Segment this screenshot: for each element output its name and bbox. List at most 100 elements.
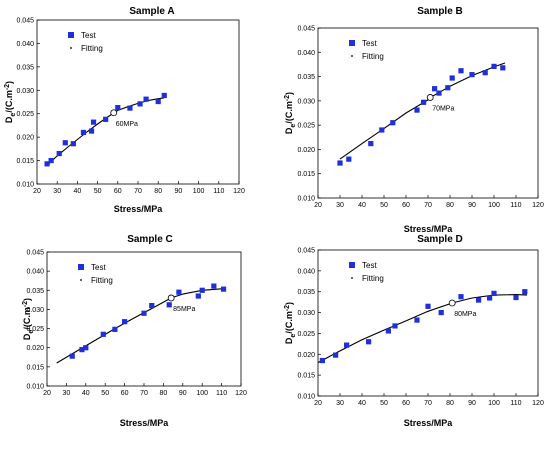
x-tick-label: 120	[532, 202, 544, 209]
x-tick-label: 80	[160, 390, 168, 397]
legend-label-test: Test	[362, 261, 377, 270]
y-tick-label: 0.030	[297, 98, 315, 105]
y-tick-label: 0.020	[297, 147, 315, 154]
test-point	[368, 141, 374, 147]
test-point	[491, 63, 497, 69]
test-point	[141, 310, 147, 316]
test-point	[346, 156, 352, 162]
test-point	[333, 352, 339, 358]
chart-panel-4: Sample D 20 30 40 50 60 70 80 90 100 110 120 0.010 0.…	[284, 234, 544, 428]
y-tick-label: 0.015	[16, 158, 34, 165]
y-tick-label: 0.030	[297, 310, 315, 317]
test-point	[100, 331, 106, 337]
fitting-curve	[317, 294, 528, 364]
y-axis-label: De/(C.m-2)	[22, 298, 35, 340]
x-tick-label: 20	[314, 400, 322, 407]
x-tick-label: 20	[33, 188, 41, 195]
y-tick-label: 0.020	[16, 135, 34, 142]
test-point	[425, 303, 431, 309]
x-tick-label: 90	[468, 400, 476, 407]
y-tick-label: 0.040	[297, 50, 315, 57]
test-point	[195, 293, 201, 299]
y-tick-label: 0.015	[297, 171, 315, 178]
x-tick-label: 20	[314, 202, 322, 209]
test-point	[90, 119, 97, 125]
x-tick-label: 50	[94, 188, 102, 195]
x-tick-label: 110	[510, 400, 521, 407]
fitting-curve	[46, 97, 165, 166]
test-point	[392, 323, 398, 329]
test-point	[337, 160, 343, 166]
chart-title: Sample B	[417, 6, 463, 17]
test-point	[385, 328, 391, 334]
legend-marker-test	[349, 262, 355, 268]
test-point	[379, 127, 385, 133]
x-tick-label: 100	[488, 202, 500, 209]
x-tick-label: 60	[114, 188, 122, 195]
y-tick-label: 0.010	[16, 182, 34, 189]
y-axis-label: De/(C.m-2)	[4, 81, 17, 123]
x-axis-label: Stress/MPa	[120, 418, 170, 428]
x-tick-label: 40	[358, 202, 366, 209]
x-tick-label: 120	[235, 390, 247, 397]
legend-marker-test	[349, 40, 355, 46]
test-point	[112, 326, 118, 332]
test-point	[161, 92, 167, 99]
threshold-marker	[167, 294, 175, 302]
y-tick-label: 0.045	[16, 18, 34, 25]
test-point	[155, 98, 161, 105]
test-point	[432, 86, 438, 92]
x-tick-label: 30	[336, 400, 344, 407]
legend-marker-test	[68, 32, 74, 38]
test-point	[344, 342, 350, 348]
y-tick-label: 0.010	[297, 196, 315, 203]
y-tick-label: 0.015	[297, 373, 315, 380]
y-tick-label: 0.040	[297, 268, 315, 275]
y-tick-label: 0.030	[26, 307, 44, 314]
threshold-label: 80MPa	[454, 311, 476, 318]
x-tick-label: 90	[175, 188, 183, 195]
threshold-marker	[448, 299, 456, 307]
test-point	[414, 107, 420, 113]
x-tick-label: 40	[82, 390, 90, 397]
threshold-label: 60MPa	[116, 121, 138, 128]
x-tick-label: 90	[468, 202, 476, 209]
legend-marker-test	[78, 264, 84, 270]
test-point	[176, 289, 182, 295]
test-point	[366, 339, 372, 345]
test-point	[80, 129, 87, 136]
test-point	[211, 283, 217, 289]
x-tick-label: 80	[154, 188, 162, 195]
legend-label-test: Test	[362, 39, 377, 48]
y-tick-label: 0.015	[26, 364, 44, 371]
test-point	[56, 150, 62, 157]
test-point	[469, 72, 475, 78]
test-point	[491, 290, 497, 296]
x-tick-label: 110	[510, 202, 521, 209]
legend-label-fitting: Fitting	[81, 44, 103, 53]
x-tick-label: 60	[402, 400, 410, 407]
x-tick-label: 90	[179, 390, 187, 397]
y-tick-label: 0.035	[297, 289, 315, 296]
threshold-label: 85MPa	[173, 306, 195, 313]
y-tick-label: 0.035	[16, 64, 34, 71]
test-point	[458, 68, 464, 74]
x-tick-label: 30	[63, 390, 71, 397]
x-tick-label: 100	[193, 188, 205, 195]
x-tick-label: 50	[101, 390, 109, 397]
legend-label-fitting: Fitting	[91, 276, 113, 285]
chart-panel-2: Sample B 20 30 40 50 60 70 80 90 100 110 120 0.010 0.…	[284, 6, 544, 234]
x-tick-label: 50	[380, 202, 388, 209]
test-point	[390, 120, 396, 126]
x-axis-label: Stress/MPa	[114, 204, 164, 214]
test-point	[79, 347, 85, 353]
x-tick-label: 40	[358, 400, 366, 407]
x-tick-label: 120	[233, 188, 245, 195]
y-tick-label: 0.025	[297, 123, 315, 130]
test-point	[70, 141, 76, 147]
y-axis-label: De/(C.m-2)	[284, 92, 297, 134]
x-tick-label: 110	[213, 188, 224, 195]
plot-frame	[317, 27, 539, 199]
x-tick-label: 30	[336, 202, 344, 209]
chart-title: Sample C	[127, 234, 173, 245]
